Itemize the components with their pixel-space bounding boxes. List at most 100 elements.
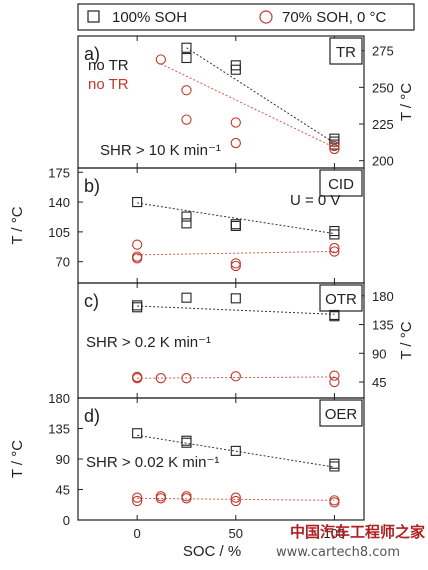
- data-point-soh70: [181, 373, 192, 384]
- data-point-soh100: [181, 211, 192, 222]
- panel-tag: OER: [325, 406, 358, 423]
- panels: 200 225 250 275 T / °C a) TR no TR no TR SHR > 10…: [9, 35, 415, 528]
- data-point-soh70: [230, 260, 241, 272]
- data-point-soh100: [181, 52, 192, 64]
- data-point-soh100: [181, 218, 192, 229]
- legend-marker-soh100: [87, 10, 100, 23]
- trend-line: [137, 305, 335, 315]
- y-tick-label: 135: [372, 318, 394, 333]
- data-point-soh100: [181, 292, 192, 303]
- panel-tag-box: [319, 169, 363, 197]
- data-point-soh70: [132, 239, 143, 250]
- data-point-soh100: [132, 428, 143, 439]
- legend-marker-soh70: [259, 10, 273, 24]
- y-axis-label: T / °C: [398, 321, 415, 359]
- y-tick-label: 140: [48, 195, 70, 210]
- data-point-soh70: [329, 140, 340, 152]
- data-point-soh70: [132, 495, 143, 507]
- y-tick-label: 180: [48, 391, 70, 406]
- legend-box: [77, 3, 415, 31]
- data-point-soh70: [329, 242, 340, 254]
- panel-tag-box: [319, 284, 363, 312]
- data-point-soh70: [181, 493, 192, 504]
- data-point-soh100: [132, 302, 143, 313]
- data-point-soh70: [329, 497, 340, 508]
- y-tick-label: 0: [63, 513, 70, 528]
- data-point-soh70: [181, 114, 192, 125]
- data-point-soh100: [181, 437, 192, 448]
- panel-oer: 0 45 90 135 180 T / °C d) OER SHR > 0.02 K min⁻¹: [9, 391, 365, 528]
- data-point-soh70: [155, 54, 166, 65]
- y-tick-label: 90: [56, 452, 70, 467]
- panel-letter: a): [84, 44, 100, 64]
- trend-line: [137, 376, 335, 379]
- panel-tag: TR: [336, 44, 356, 61]
- data-point-soh100: [132, 197, 143, 208]
- data-point-soh70: [155, 493, 166, 504]
- data-point-soh70: [181, 85, 192, 96]
- panel-annotation: SHR > 10 K min⁻¹: [100, 142, 221, 159]
- data-point-soh100: [181, 42, 192, 53]
- trend-line: [137, 202, 335, 235]
- y-tick-label: 180: [372, 289, 394, 304]
- data-point-soh70: [230, 371, 241, 382]
- panel-annotation: SHR > 0.2 K min⁻¹: [86, 334, 211, 351]
- y-tick-label: 45: [372, 375, 386, 390]
- y-tick-label: 275: [372, 44, 394, 59]
- data-point-soh100: [230, 445, 241, 456]
- panel-annotation: no TR: [88, 57, 129, 74]
- watermark: 中国汽车工程师之家 www.cartech8.com: [276, 523, 425, 560]
- y-axis-label: T / °C: [9, 440, 26, 478]
- x-tick-label: 0: [134, 526, 141, 541]
- data-point-soh70: [230, 258, 241, 269]
- trend-line: [137, 250, 335, 256]
- panel-tag: OTR: [325, 291, 357, 308]
- y-tick-label: 225: [372, 117, 394, 132]
- panel-tag: CID: [328, 176, 354, 193]
- x-tick-label: 100: [324, 526, 346, 541]
- y-tick-label: 135: [48, 422, 70, 437]
- x-axis: 0 50 100: [134, 526, 346, 541]
- data-point-soh100: [329, 225, 340, 237]
- trend-line: [137, 434, 335, 468]
- x-axis-label: SOC / %: [183, 543, 241, 560]
- data-point-soh70: [329, 143, 340, 155]
- data-point-soh70: [329, 376, 340, 388]
- legend-label-soh100: 100% SOH: [112, 9, 187, 26]
- panel-otr: 45 90 135 180 T / °C c) OTR SHR > 0.2 K min⁻¹: [77, 282, 415, 399]
- panel-annotation: U = 0 V: [290, 192, 340, 209]
- data-point-soh70: [230, 492, 241, 503]
- data-point-soh70: [329, 246, 340, 257]
- watermark-line2: www.cartech8.com: [276, 545, 400, 560]
- panel-letter: c): [84, 291, 99, 311]
- legend-label-soh70: 70% SOH, 0 °C: [282, 9, 387, 26]
- y-tick-label: 70: [56, 255, 70, 270]
- y-tick-label: 175: [48, 165, 70, 180]
- panel-annotation: SHR > 0.02 K min⁻¹: [86, 454, 219, 471]
- data-point-soh100: [329, 229, 340, 240]
- panel-letter: d): [84, 406, 100, 426]
- trend-line: [186, 47, 335, 144]
- x-tick-label: 50: [229, 526, 243, 541]
- y-axis-label: T / °C: [398, 83, 415, 121]
- data-point-soh70: [155, 373, 166, 384]
- trend-line: [137, 497, 335, 501]
- data-point-soh100: [329, 461, 340, 472]
- data-point-soh70: [155, 491, 166, 502]
- data-point-soh100: [230, 220, 241, 231]
- panel-annotation: no TR: [88, 76, 129, 93]
- y-tick-label: 105: [48, 225, 70, 240]
- trend-line: [160, 63, 335, 148]
- y-tick-label: 90: [372, 346, 386, 361]
- data-point-soh70: [230, 137, 241, 149]
- y-axis-label: T / °C: [9, 206, 26, 244]
- data-point-soh100: [132, 300, 143, 311]
- data-point-soh100: [230, 293, 241, 304]
- watermark-line1: 中国汽车工程师之家: [290, 523, 425, 541]
- panel-tr: 200 225 250 275 T / °C a) TR no TR no TR SHR > 10…: [77, 35, 415, 169]
- data-point-soh70: [181, 491, 192, 502]
- panel-tag-box: [319, 399, 363, 427]
- data-point-soh100: [329, 311, 340, 322]
